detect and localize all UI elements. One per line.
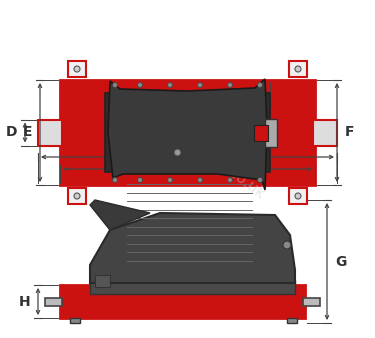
Ellipse shape: [138, 82, 142, 88]
Bar: [287, 318, 297, 323]
Text: F: F: [345, 125, 354, 140]
Text: A: A: [182, 147, 193, 161]
Text: B: B: [182, 135, 193, 149]
Ellipse shape: [168, 177, 172, 183]
Text: liftingsafety.co.uk: liftingsafety.co.uk: [153, 108, 267, 202]
Ellipse shape: [138, 177, 142, 183]
Ellipse shape: [198, 82, 202, 88]
Bar: [289, 61, 307, 77]
Bar: [60, 80, 315, 185]
Bar: [95, 275, 110, 287]
Ellipse shape: [112, 177, 117, 183]
Bar: [265, 119, 277, 146]
Ellipse shape: [168, 82, 172, 88]
Bar: [254, 124, 268, 141]
Polygon shape: [90, 200, 150, 230]
Polygon shape: [90, 213, 295, 283]
Bar: [289, 188, 307, 204]
Bar: [60, 285, 305, 318]
Text: G: G: [335, 255, 346, 268]
Ellipse shape: [228, 82, 232, 88]
Bar: [70, 318, 80, 323]
Bar: [45, 297, 62, 306]
Bar: [38, 120, 62, 145]
Ellipse shape: [228, 177, 232, 183]
Ellipse shape: [198, 177, 202, 183]
Ellipse shape: [295, 193, 301, 199]
Bar: [90, 280, 295, 294]
Ellipse shape: [258, 82, 262, 88]
Ellipse shape: [74, 66, 80, 72]
Bar: [313, 120, 337, 145]
Polygon shape: [108, 79, 267, 190]
Ellipse shape: [74, 193, 80, 199]
Text: C: C: [182, 112, 193, 126]
Bar: [68, 188, 86, 204]
Text: H: H: [18, 294, 30, 309]
Bar: [68, 61, 86, 77]
Ellipse shape: [283, 241, 291, 249]
Ellipse shape: [258, 177, 262, 183]
Text: E: E: [22, 125, 32, 140]
Ellipse shape: [295, 66, 301, 72]
Text: D: D: [6, 125, 17, 140]
Ellipse shape: [174, 149, 181, 156]
Bar: [105, 93, 270, 172]
Ellipse shape: [112, 82, 117, 88]
Bar: [303, 297, 320, 306]
